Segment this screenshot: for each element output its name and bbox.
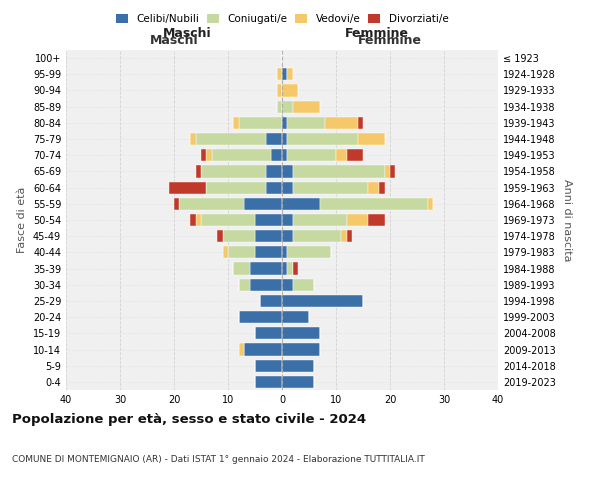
Bar	[255, 376, 282, 388]
Bar	[206, 149, 212, 162]
Bar	[287, 149, 336, 162]
Text: Maschi: Maschi	[163, 27, 211, 40]
Bar	[179, 198, 244, 210]
Bar	[244, 344, 282, 355]
Bar	[282, 311, 309, 323]
Bar	[255, 360, 282, 372]
Bar	[239, 278, 250, 291]
Bar	[282, 246, 287, 258]
Bar	[293, 230, 341, 242]
Bar	[228, 246, 255, 258]
Bar	[223, 230, 255, 242]
Bar	[255, 230, 282, 242]
Bar	[293, 100, 320, 112]
Bar	[223, 246, 228, 258]
Bar	[287, 133, 358, 145]
Bar	[196, 133, 266, 145]
Bar	[201, 166, 266, 177]
Bar	[282, 100, 293, 112]
Bar	[282, 278, 293, 291]
Bar	[266, 133, 282, 145]
Bar	[368, 182, 379, 194]
Bar	[347, 149, 363, 162]
Bar	[282, 328, 320, 340]
Bar	[320, 198, 428, 210]
Bar	[169, 182, 206, 194]
Bar	[282, 295, 363, 307]
Bar	[282, 198, 320, 210]
Bar	[287, 117, 325, 129]
Bar	[428, 198, 433, 210]
Bar	[358, 133, 385, 145]
Bar	[368, 214, 385, 226]
Bar	[282, 182, 293, 194]
Bar	[233, 262, 250, 274]
Bar	[244, 198, 282, 210]
Bar	[201, 149, 206, 162]
Bar	[271, 149, 282, 162]
Bar	[282, 117, 287, 129]
Y-axis label: Fasce di età: Fasce di età	[17, 187, 27, 253]
Bar	[282, 376, 314, 388]
Bar	[266, 166, 282, 177]
Bar	[174, 198, 179, 210]
Bar	[358, 117, 363, 129]
Bar	[212, 149, 271, 162]
Bar	[282, 230, 293, 242]
Bar	[282, 360, 314, 372]
Bar	[385, 166, 390, 177]
Text: Maschi: Maschi	[149, 34, 199, 47]
Bar	[217, 230, 223, 242]
Bar	[282, 344, 320, 355]
Bar	[293, 214, 347, 226]
Bar	[347, 214, 368, 226]
Bar	[325, 117, 358, 129]
Legend: Celibi/Nubili, Coniugati/e, Vedovi/e, Divorziati/e: Celibi/Nubili, Coniugati/e, Vedovi/e, Di…	[112, 10, 452, 29]
Bar	[282, 262, 287, 274]
Bar	[282, 133, 287, 145]
Bar	[379, 182, 385, 194]
Bar	[190, 133, 196, 145]
Bar	[341, 230, 347, 242]
Bar	[250, 278, 282, 291]
Bar	[277, 68, 282, 80]
Bar	[196, 214, 201, 226]
Text: COMUNE DI MONTEMIGNAIO (AR) - Dati ISTAT 1° gennaio 2024 - Elaborazione TUTTITAL: COMUNE DI MONTEMIGNAIO (AR) - Dati ISTAT…	[12, 455, 425, 464]
Bar	[282, 149, 287, 162]
Y-axis label: Anni di nascita: Anni di nascita	[562, 179, 572, 261]
Bar	[277, 84, 282, 96]
Bar	[287, 246, 331, 258]
Text: Femmine: Femmine	[358, 34, 422, 47]
Bar	[255, 328, 282, 340]
Bar	[293, 182, 368, 194]
Text: Popolazione per età, sesso e stato civile - 2024: Popolazione per età, sesso e stato civil…	[12, 412, 366, 426]
Bar	[266, 182, 282, 194]
Bar	[196, 166, 201, 177]
Bar	[255, 214, 282, 226]
Bar	[239, 117, 282, 129]
Bar	[293, 166, 385, 177]
Bar	[293, 278, 314, 291]
Bar	[282, 68, 287, 80]
Bar	[239, 311, 282, 323]
Bar	[233, 117, 239, 129]
Bar	[277, 100, 282, 112]
Bar	[287, 68, 293, 80]
Bar	[282, 166, 293, 177]
Bar	[201, 214, 255, 226]
Bar	[347, 230, 352, 242]
Bar	[250, 262, 282, 274]
Bar	[282, 214, 293, 226]
Bar	[282, 84, 298, 96]
Bar	[255, 246, 282, 258]
Bar	[206, 182, 266, 194]
Bar	[239, 344, 244, 355]
Bar	[336, 149, 347, 162]
Bar	[390, 166, 395, 177]
Bar	[293, 262, 298, 274]
Bar	[190, 214, 196, 226]
Bar	[287, 262, 293, 274]
Bar	[260, 295, 282, 307]
Text: Femmine: Femmine	[345, 27, 409, 40]
